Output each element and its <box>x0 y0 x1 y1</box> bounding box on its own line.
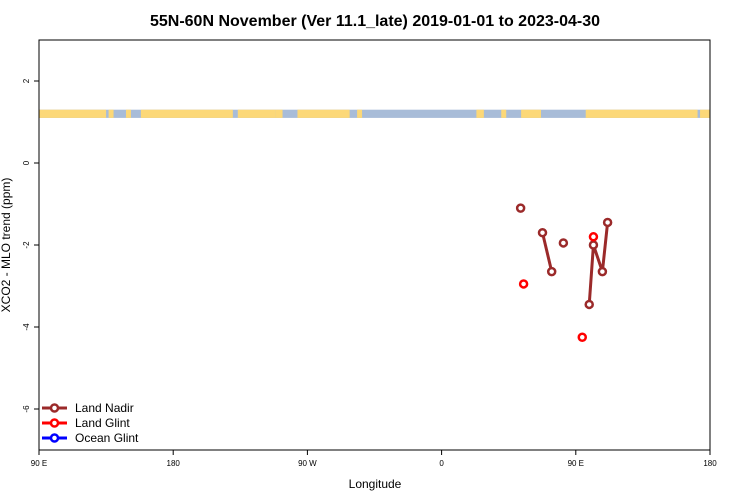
data-point <box>584 299 594 310</box>
x-tick-label: 90 E <box>568 459 584 468</box>
x-tick-label: 0 <box>439 459 444 468</box>
x-axis-label: Longitude <box>349 477 402 491</box>
x-tick-label: 90 W <box>298 459 317 468</box>
land-band <box>108 109 114 118</box>
data-point <box>537 227 548 238</box>
y-tick-label: -4 <box>22 323 31 331</box>
y-tick-label: 2 <box>22 78 31 83</box>
data-point <box>588 232 599 242</box>
y-tick-label: -2 <box>22 241 31 249</box>
land-band <box>700 109 710 118</box>
series-line <box>587 222 610 305</box>
data-point <box>558 238 569 248</box>
x-tick-label: 180 <box>703 459 717 468</box>
legend-marker <box>49 418 60 428</box>
legend-label: Land Glint <box>75 416 130 430</box>
legend-label: Ocean Glint <box>75 431 139 445</box>
land-band <box>501 109 507 118</box>
y-tick-label: -6 <box>22 405 31 413</box>
land-band <box>476 109 484 118</box>
land-band <box>140 109 233 118</box>
y-axis-label: XCO2 - MLO trend (ppm) <box>0 178 13 313</box>
legend-marker <box>49 403 60 413</box>
data-point <box>515 203 526 213</box>
y-tick-label: 0 <box>22 160 31 165</box>
data-series <box>515 203 613 342</box>
legend-label: Land Nadir <box>75 401 134 415</box>
land-band <box>125 109 131 118</box>
data-point <box>602 217 613 228</box>
land-band <box>275 109 283 118</box>
land-band <box>521 109 542 118</box>
x-tick-label: 90 E <box>31 459 47 468</box>
data-point <box>597 266 608 277</box>
legend-marker <box>49 433 60 443</box>
x-axis: 90 E 180 90 W 0 90 E 180 <box>31 450 717 468</box>
data-point <box>588 240 599 250</box>
data-point <box>577 332 588 342</box>
land-band <box>39 109 107 118</box>
series-line <box>541 232 554 272</box>
land-band <box>585 109 698 118</box>
land-band <box>357 109 363 118</box>
land-band <box>237 109 276 118</box>
land-band <box>297 109 350 118</box>
chart-title: 55N-60N November (Ver 11.1_late) 2019-01… <box>150 13 600 30</box>
plot-frame <box>38 39 711 451</box>
x-tick-label: 180 <box>167 459 181 468</box>
land-ocean-strip <box>39 109 710 118</box>
data-point <box>546 266 557 277</box>
ocean-band <box>39 109 710 118</box>
data-point <box>518 279 529 289</box>
y-axis: -6 -4 -2 0 2 <box>22 78 39 413</box>
